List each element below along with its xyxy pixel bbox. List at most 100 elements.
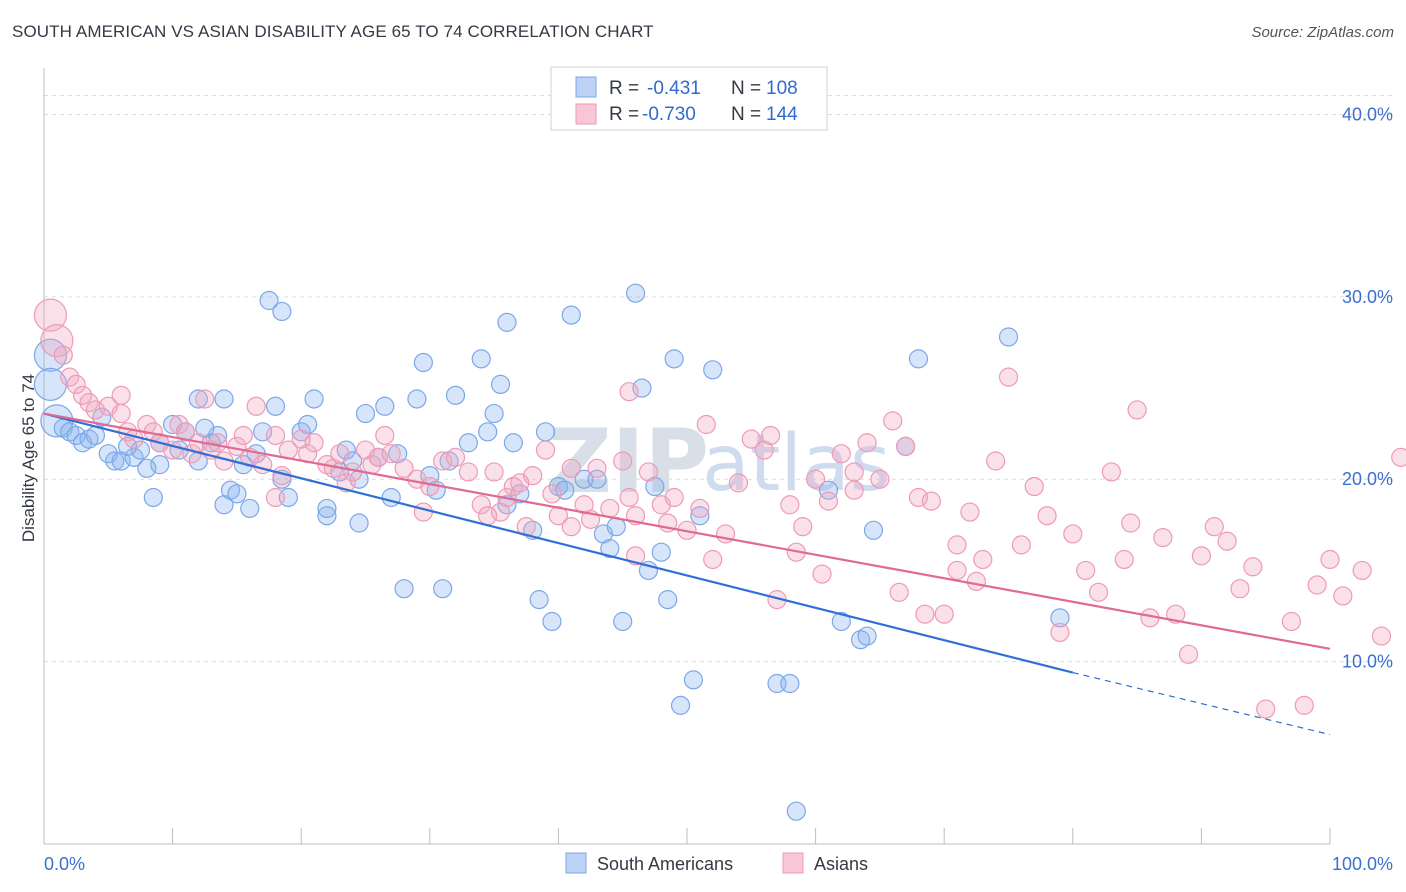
point-asian	[484, 462, 504, 482]
point-asian	[966, 571, 986, 591]
point-asian	[664, 487, 684, 508]
point-asian	[175, 422, 196, 442]
point-asian	[72, 385, 93, 405]
point-asian	[947, 560, 967, 581]
point-south-american	[542, 611, 562, 632]
point-south-american	[664, 349, 684, 369]
point-asian	[208, 433, 228, 453]
point-south-american	[851, 630, 871, 650]
point-asian	[381, 444, 401, 464]
bottom-legend-label-south-americans: South Americans	[597, 854, 733, 874]
point-asian	[40, 324, 74, 358]
point-south-american	[587, 469, 607, 489]
point-asian	[1088, 582, 1109, 602]
point-south-american	[265, 396, 286, 416]
point-asian	[445, 447, 466, 467]
point-asian	[986, 451, 1006, 471]
y-tick-label: 20.0%	[1342, 469, 1393, 489]
point-south-american	[484, 403, 504, 424]
point-south-american	[471, 349, 491, 369]
point-south-american	[613, 611, 633, 632]
point-south-american	[555, 480, 575, 500]
point-south-american	[818, 480, 839, 500]
point-south-american	[355, 403, 376, 424]
point-asian	[535, 440, 556, 460]
point-asian	[1307, 575, 1327, 595]
point-asian	[265, 425, 286, 446]
point-asian	[265, 487, 286, 508]
point-asian	[1153, 527, 1173, 548]
point-asian	[831, 444, 851, 464]
point-south-american	[188, 389, 208, 409]
point-asian	[741, 429, 761, 449]
point-south-american	[780, 673, 800, 694]
point-south-american	[117, 436, 138, 457]
watermark-atlas: atlas	[702, 419, 891, 509]
point-south-american	[703, 360, 723, 380]
legend-n-label: N =	[731, 104, 761, 125]
point-asian	[85, 400, 106, 420]
point-asian	[857, 433, 877, 453]
point-asian	[696, 414, 716, 435]
series-legend: South Americans Asians	[565, 852, 868, 874]
point-asian	[413, 502, 433, 522]
chart-title: SOUTH AMERICAN VS ASIAN DISABILITY AGE 6…	[12, 22, 654, 41]
x-tick-label: 0.0%	[44, 854, 85, 874]
point-south-american	[214, 389, 234, 409]
trend-line-south-americans-extension	[1072, 671, 1331, 736]
point-south-american	[79, 429, 99, 449]
point-asian	[542, 484, 562, 504]
trend-line-asians	[43, 412, 1331, 650]
point-asian	[1243, 557, 1263, 577]
series-south-americans	[33, 283, 1070, 821]
point-south-american	[413, 352, 433, 373]
point-asian	[760, 425, 781, 446]
point-asian	[1294, 695, 1314, 715]
point-south-american	[130, 440, 151, 460]
axes	[43, 68, 1331, 845]
bottom-legend-label-asians: Asians	[814, 854, 868, 874]
point-asian	[561, 517, 581, 537]
legend-swatch-south-americans	[575, 76, 597, 98]
point-asian	[1352, 560, 1372, 581]
point-south-american	[272, 301, 292, 322]
point-south-american	[317, 506, 337, 526]
point-south-american	[60, 422, 80, 442]
point-asian	[1050, 622, 1070, 643]
source-credit: Source: ZipAtlas.com	[1251, 24, 1394, 41]
point-asian	[471, 495, 491, 515]
point-south-american	[1050, 608, 1070, 628]
point-south-american	[150, 455, 170, 475]
bottom-legend-swatch-south-americans	[565, 852, 587, 874]
point-south-american	[497, 495, 517, 515]
point-asian	[420, 476, 440, 497]
point-asian	[503, 476, 523, 497]
point-south-american	[529, 590, 549, 610]
point-asian	[805, 469, 826, 489]
point-asian	[947, 535, 967, 555]
point-asian	[998, 367, 1019, 387]
point-south-american	[317, 498, 337, 519]
point-asian	[1191, 546, 1212, 566]
point-asian	[844, 480, 864, 500]
point-south-american	[240, 498, 260, 519]
point-south-american	[381, 487, 401, 508]
point-south-american	[625, 283, 646, 303]
legend-n-value: 144	[766, 104, 798, 125]
point-south-american	[998, 327, 1019, 347]
point-asian	[330, 444, 350, 464]
point-asian	[1204, 517, 1224, 537]
point-asian	[433, 451, 453, 471]
point-south-american	[33, 367, 68, 401]
point-asian	[818, 491, 839, 511]
point-south-american	[497, 312, 517, 332]
point-asian	[1114, 549, 1134, 570]
point-south-american	[375, 396, 395, 416]
point-south-american	[503, 433, 523, 453]
point-asian	[124, 429, 144, 449]
point-asian	[908, 487, 929, 508]
point-south-american	[407, 389, 427, 409]
legend-n-value: 108	[766, 78, 798, 99]
point-south-american	[253, 422, 273, 442]
point-asian	[561, 458, 581, 478]
